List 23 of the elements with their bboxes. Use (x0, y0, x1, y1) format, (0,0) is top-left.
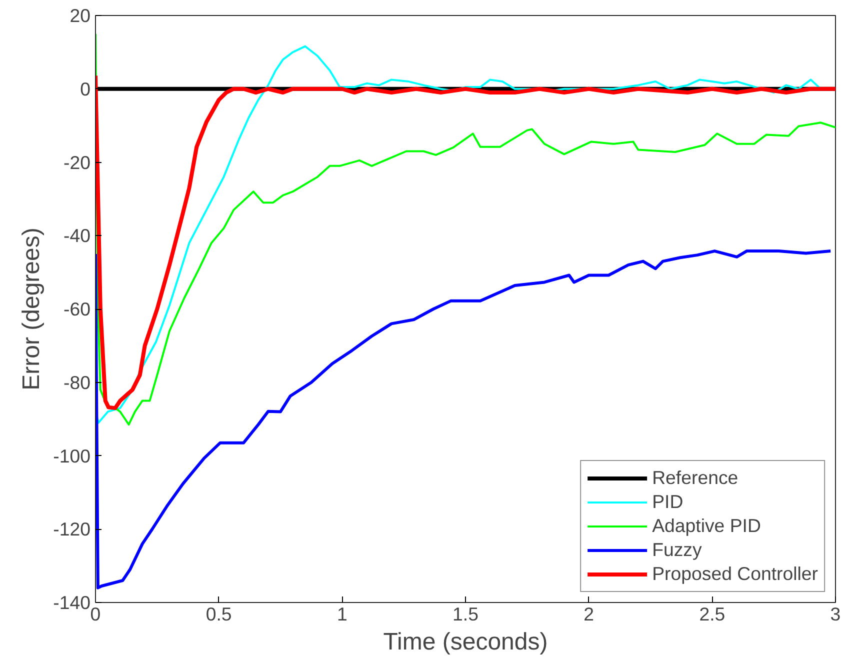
x-tick-label: 2 (584, 604, 594, 624)
x-tick-label: 1 (336, 604, 348, 624)
x-tick-label: 0.5 (206, 604, 232, 624)
x-tick-label: 2.5 (699, 604, 726, 624)
x-tick-label: 1.5 (452, 604, 478, 624)
line-series (96, 250, 832, 590)
y-tick-label: -140 (53, 592, 91, 613)
legend-label: PID (652, 491, 684, 513)
y-tick-label: 20 (70, 5, 91, 26)
y-tick-label: -120 (53, 518, 91, 540)
legend-label: Fuzzy (652, 539, 702, 561)
y-axis-title: Error (degrees) (18, 228, 46, 390)
y-tick-label: -60 (64, 298, 91, 320)
legend-label: Adaptive PID (652, 515, 761, 537)
y-tick-label: -80 (64, 372, 91, 393)
legend-label: Reference (652, 467, 738, 489)
x-axis-title: Time (seconds) (383, 628, 548, 656)
y-tick-label: -100 (53, 445, 91, 466)
y-tick-label: -40 (64, 225, 91, 246)
x-tick-label: 3 (830, 604, 841, 624)
y-tick-label: 0 (80, 78, 91, 100)
legend-label: Proposed Controller (652, 563, 818, 585)
y-tick-label: -20 (64, 152, 91, 173)
